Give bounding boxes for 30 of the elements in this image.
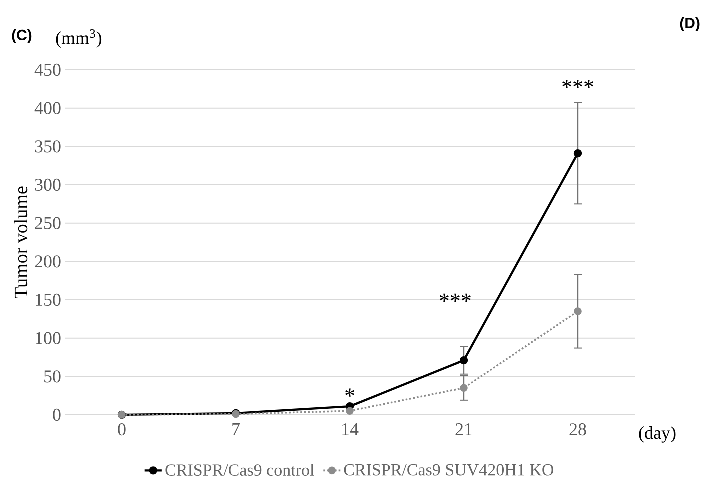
y-tick-label: 450 (34, 64, 61, 76)
text: (D) (680, 18, 700, 32)
x-axis-title: (day) (639, 426, 676, 443)
text: (C) (12, 30, 32, 44)
point (574, 308, 582, 316)
y-tick-label: 300 (35, 178, 61, 192)
point (460, 384, 468, 392)
y-tick-label: 350 (35, 140, 61, 153)
x-tick-label: 0 (118, 424, 126, 436)
y-tick-label: 400 (34, 102, 61, 114)
annotation: *** (562, 80, 594, 88)
annotation: *** (440, 294, 471, 302)
y-tick-label: 100 (36, 332, 61, 344)
annotation: * (346, 388, 354, 397)
x-tick-label: 7 (232, 424, 240, 436)
y-axis-title: Tumor volume (14, 186, 28, 299)
y-tick-label: 200 (35, 256, 61, 268)
y-tick-label: 50 (44, 370, 61, 383)
text: (mm$^{3}$) (56, 30, 102, 48)
x-tick-label: 28 (570, 424, 586, 436)
y-tick-label: 250 (35, 217, 61, 230)
legend-label: CRISPR/Cas9 control (166, 464, 314, 476)
point (346, 407, 354, 416)
x-tick-label: 21 (456, 424, 472, 436)
y-tick-label: 150 (36, 294, 61, 306)
point (574, 149, 582, 158)
x-tick-label: 14 (342, 424, 359, 436)
y-tick-label: 0 (53, 408, 61, 422)
point (460, 356, 468, 365)
legend-label: CRISPR/Cas9 SUV420H1 KO (344, 464, 554, 476)
